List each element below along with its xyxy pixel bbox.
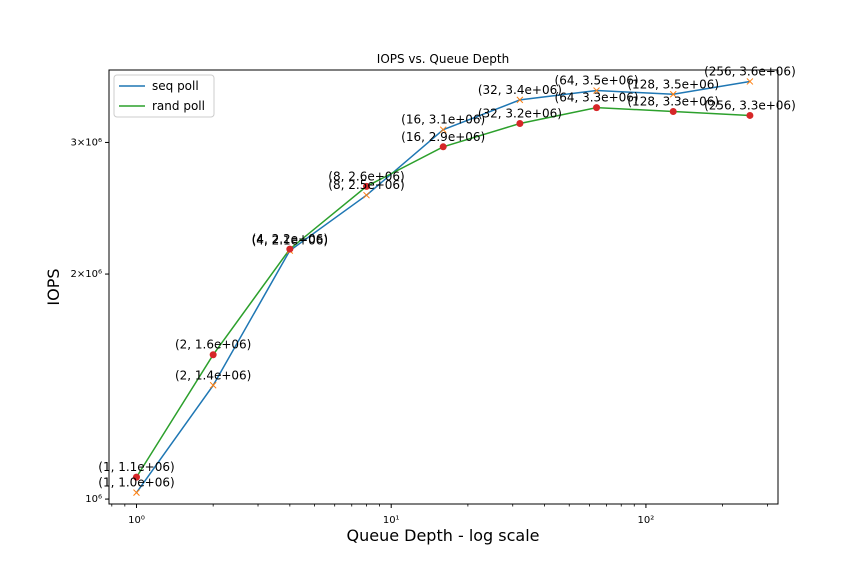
point-label: (16, 2.9e+06) bbox=[401, 130, 485, 144]
legend-label: rand poll bbox=[152, 99, 205, 113]
legend: seq poll rand poll bbox=[113, 74, 215, 118]
point-label: (256, 3.3e+06) bbox=[704, 98, 796, 112]
data-point-x-marker bbox=[363, 191, 370, 199]
point-label: (4, 2.2e+06) bbox=[252, 232, 328, 246]
axis-ticks: 10⁰ 10¹ 10² 10⁶ 2×10⁶ 3×10⁶ bbox=[71, 137, 768, 526]
y-tick-label: 2×10⁶ bbox=[71, 269, 102, 280]
x-marker-stroke bbox=[516, 96, 524, 104]
data-point-x-marker bbox=[209, 381, 217, 389]
point-label: (1, 1.0e+06) bbox=[98, 476, 174, 490]
data-point-dot-marker bbox=[593, 104, 601, 112]
x-marker-stroke bbox=[746, 78, 754, 85]
x-marker-stroke bbox=[133, 489, 140, 497]
x-marker-stroke bbox=[593, 87, 600, 94]
point-label: (8, 2.5e+06) bbox=[328, 178, 404, 192]
x-tick-label: 10¹ bbox=[383, 515, 400, 526]
point-label: (16, 3.1e+06) bbox=[401, 113, 485, 127]
point-label: (64, 3.3e+06) bbox=[555, 91, 639, 105]
point-label: (32, 3.4e+06) bbox=[478, 83, 562, 97]
x-marker-stroke bbox=[209, 381, 217, 389]
y-tick-label: 3×10⁶ bbox=[71, 137, 102, 148]
data-point-dot-marker bbox=[209, 351, 217, 359]
data-point-x-marker bbox=[133, 489, 140, 497]
x-tick-label: 10² bbox=[638, 515, 655, 526]
x-marker-stroke bbox=[439, 126, 447, 134]
legend-label: seq poll bbox=[152, 79, 199, 93]
y-axis-label: IOPS bbox=[44, 268, 63, 305]
plot-frame bbox=[108, 69, 779, 505]
data-point-x-marker bbox=[746, 78, 754, 85]
x-marker-stroke bbox=[363, 191, 370, 199]
data-point-x-marker bbox=[593, 87, 600, 94]
point-label: (32, 3.2e+06) bbox=[478, 107, 562, 121]
point-label: (4, 2.1e+06) bbox=[252, 234, 328, 248]
data-point-dot-marker bbox=[746, 111, 754, 119]
series-markers bbox=[132, 78, 754, 497]
data-point-dot-marker bbox=[286, 245, 294, 253]
point-label: (2, 1.6e+06) bbox=[175, 338, 251, 352]
point-annotations: (1, 1.0e+06) (2, 1.4e+06) (4, 2.1e+06) (8, … bbox=[98, 64, 795, 489]
chart-title: IOPS vs. Queue Depth bbox=[377, 52, 509, 66]
data-point-dot-marker bbox=[669, 107, 677, 115]
x-axis-label: Queue Depth - log scale bbox=[346, 526, 539, 545]
data-point-x-marker bbox=[669, 90, 677, 98]
data-point-dot-marker bbox=[363, 182, 371, 190]
point-label: (1, 1.1e+06) bbox=[98, 460, 174, 474]
point-label: (128, 3.3e+06) bbox=[627, 94, 719, 108]
data-point-dot-marker bbox=[439, 143, 447, 151]
data-point-dot-marker bbox=[516, 120, 524, 128]
data-point-x-marker bbox=[516, 96, 524, 104]
data-point-dot-marker bbox=[132, 473, 140, 481]
y-tick-label: 10⁶ bbox=[85, 494, 102, 505]
point-label: (64, 3.5e+06) bbox=[555, 74, 639, 88]
x-marker-stroke bbox=[669, 90, 677, 98]
point-label: (256, 3.6e+06) bbox=[704, 64, 796, 78]
point-label: (8, 2.6e+06) bbox=[328, 169, 404, 183]
point-label: (128, 3.5e+06) bbox=[627, 77, 719, 91]
data-point-x-marker bbox=[439, 126, 447, 134]
point-label: (2, 1.4e+06) bbox=[175, 368, 251, 382]
x-tick-label: 10⁰ bbox=[128, 515, 145, 526]
